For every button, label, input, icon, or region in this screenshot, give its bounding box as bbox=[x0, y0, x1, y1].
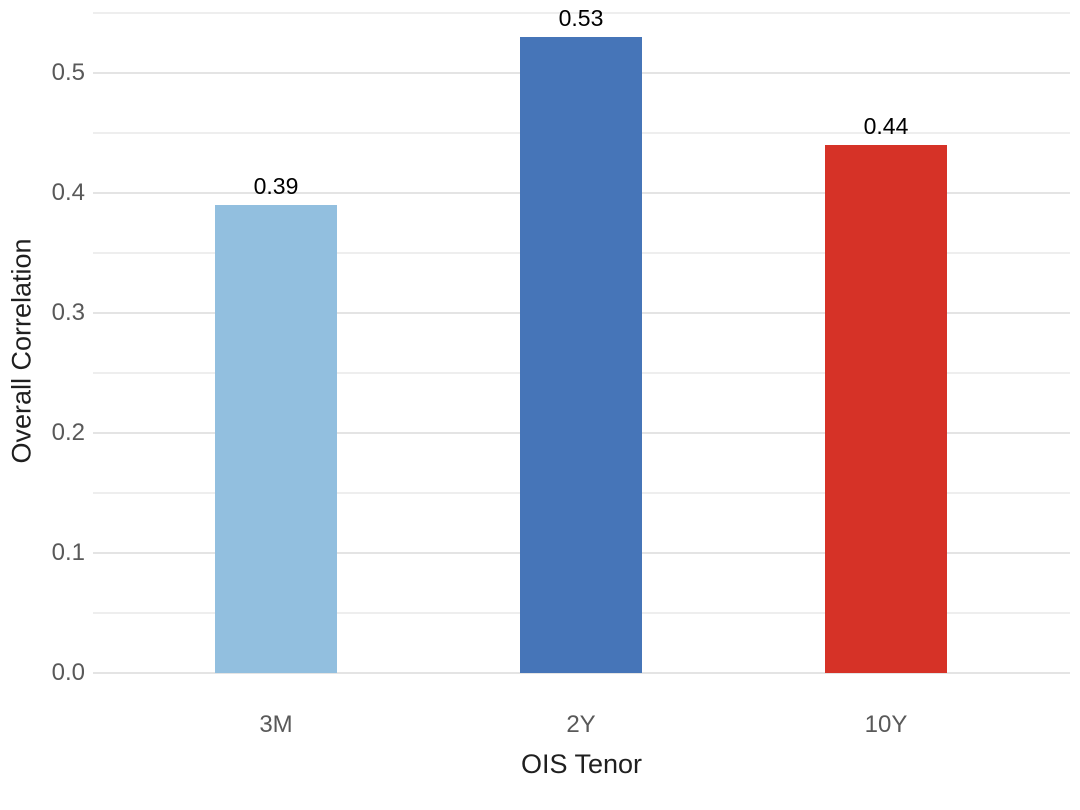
bar-value-label: 0.53 bbox=[558, 5, 604, 31]
x-axis-title: OIS Tenor bbox=[520, 749, 643, 779]
major-gridline bbox=[93, 672, 1070, 674]
bar-value-label: 0.39 bbox=[253, 173, 299, 199]
y-axis-title: Overall Correlation bbox=[6, 238, 37, 464]
x-tick-label-3m: 3M bbox=[259, 711, 293, 738]
x-tick-label-2y: 2Y bbox=[566, 711, 596, 738]
y-tick-label: 0.1 bbox=[51, 539, 85, 566]
y-tick-label: 0.4 bbox=[51, 179, 85, 206]
y-tick-label: 0.5 bbox=[51, 59, 85, 86]
bar-2y bbox=[520, 37, 642, 673]
bar-10y bbox=[825, 145, 947, 673]
y-tick-label: 0.2 bbox=[51, 419, 85, 446]
bar-value-label: 0.44 bbox=[863, 113, 909, 139]
bar-3m bbox=[215, 205, 337, 673]
x-tick-label-10y: 10Y bbox=[864, 711, 908, 738]
y-tick-label: 0.0 bbox=[51, 659, 85, 686]
minor-gridline bbox=[93, 12, 1070, 14]
y-tick-label: 0.3 bbox=[51, 299, 85, 326]
